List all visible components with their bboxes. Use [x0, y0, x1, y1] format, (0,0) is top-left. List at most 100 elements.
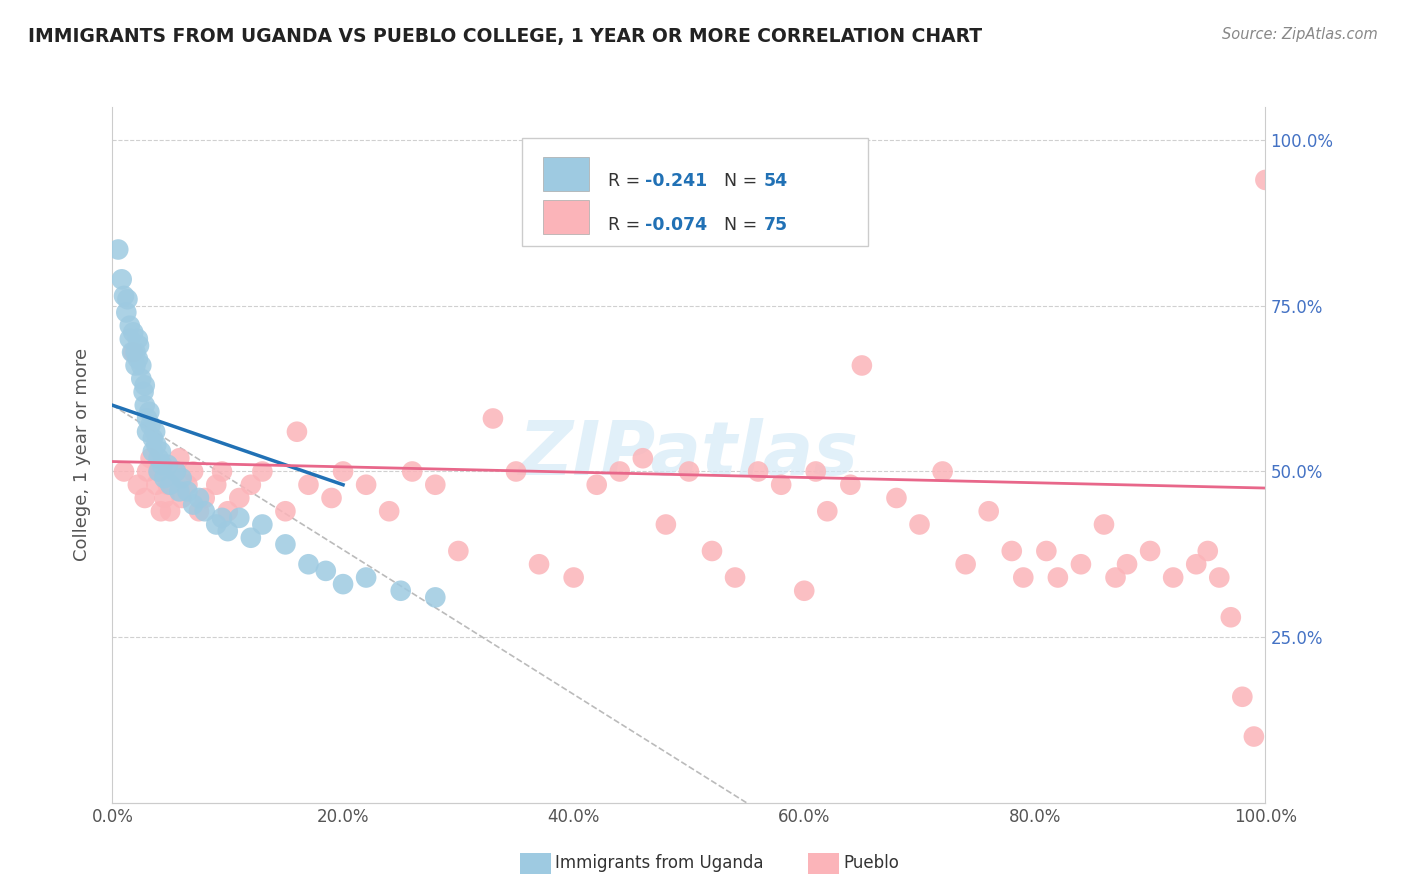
Point — [1197, 544, 1219, 558]
Point — [111, 272, 134, 286]
Point — [239, 477, 262, 491]
Point — [389, 583, 412, 598]
Point — [1046, 570, 1069, 584]
Point — [425, 591, 447, 605]
Point — [129, 359, 153, 373]
Point — [136, 465, 159, 479]
Point — [118, 318, 141, 333]
Point — [252, 517, 274, 532]
Point — [1092, 517, 1115, 532]
Point — [181, 465, 204, 479]
Text: Pueblo: Pueblo — [844, 855, 900, 872]
Point — [354, 477, 377, 491]
Point — [107, 243, 129, 257]
Text: R =: R = — [609, 217, 645, 235]
Point — [148, 465, 170, 479]
Point — [724, 570, 747, 584]
Point — [321, 491, 343, 505]
Point — [955, 558, 977, 572]
Point — [134, 491, 156, 505]
Point — [931, 465, 953, 479]
Point — [562, 570, 585, 584]
Point — [149, 504, 172, 518]
Point — [1208, 570, 1230, 584]
Point — [165, 465, 187, 479]
Text: N =: N = — [724, 172, 762, 191]
Point — [194, 504, 217, 518]
Point — [187, 491, 211, 505]
Point — [124, 345, 146, 359]
Point — [354, 570, 377, 584]
Point — [136, 411, 159, 425]
Point — [143, 425, 166, 439]
Point — [139, 451, 162, 466]
Point — [132, 384, 155, 399]
Point — [447, 544, 470, 558]
Point — [170, 491, 193, 505]
Text: 54: 54 — [763, 172, 787, 191]
Point — [176, 484, 198, 499]
Point — [118, 332, 141, 346]
Point — [136, 425, 159, 439]
Point — [839, 477, 862, 491]
Point — [1139, 544, 1161, 558]
Point — [631, 451, 654, 466]
Point — [170, 471, 193, 485]
Point — [315, 564, 337, 578]
Point — [804, 465, 827, 479]
Point — [297, 558, 319, 572]
Point — [1104, 570, 1126, 584]
Point — [121, 345, 143, 359]
Point — [401, 465, 423, 479]
Point — [678, 465, 700, 479]
Point — [169, 484, 191, 499]
Point — [176, 477, 198, 491]
Point — [770, 477, 793, 491]
Point — [1012, 570, 1035, 584]
Text: IMMIGRANTS FROM UGANDA VS PUEBLO COLLEGE, 1 YEAR OR MORE CORRELATION CHART: IMMIGRANTS FROM UGANDA VS PUEBLO COLLEGE… — [28, 27, 983, 45]
Point — [181, 498, 204, 512]
Point — [378, 504, 401, 518]
FancyBboxPatch shape — [522, 138, 868, 246]
Text: ZIPatlas: ZIPatlas — [519, 418, 859, 491]
Point — [127, 477, 149, 491]
Point — [194, 491, 217, 505]
Point — [128, 338, 150, 352]
Point — [274, 537, 297, 551]
Point — [505, 465, 527, 479]
Point — [153, 491, 176, 505]
Point — [1185, 558, 1208, 572]
Point — [145, 477, 167, 491]
Text: Source: ZipAtlas.com: Source: ZipAtlas.com — [1222, 27, 1378, 42]
Point — [228, 511, 250, 525]
Point — [793, 583, 815, 598]
Point — [134, 398, 156, 412]
Point — [148, 465, 170, 479]
Point — [139, 418, 162, 433]
Point — [127, 351, 149, 366]
Point — [187, 504, 211, 518]
Point — [122, 326, 145, 340]
Point — [297, 477, 319, 491]
Point — [585, 477, 607, 491]
Point — [122, 345, 145, 359]
Point — [851, 359, 873, 373]
Point — [252, 465, 274, 479]
Point — [142, 431, 165, 445]
Point — [908, 517, 931, 532]
Point — [211, 511, 233, 525]
Point — [1161, 570, 1184, 584]
Text: Immigrants from Uganda: Immigrants from Uganda — [555, 855, 763, 872]
Point — [124, 359, 146, 373]
Point — [148, 451, 170, 466]
Point — [217, 504, 239, 518]
Point — [1035, 544, 1057, 558]
Point — [156, 477, 179, 491]
Point — [1001, 544, 1024, 558]
Point — [527, 558, 550, 572]
Point — [425, 477, 447, 491]
Point — [1254, 173, 1277, 187]
Point — [159, 477, 181, 491]
Point — [129, 372, 153, 386]
Point — [239, 531, 262, 545]
